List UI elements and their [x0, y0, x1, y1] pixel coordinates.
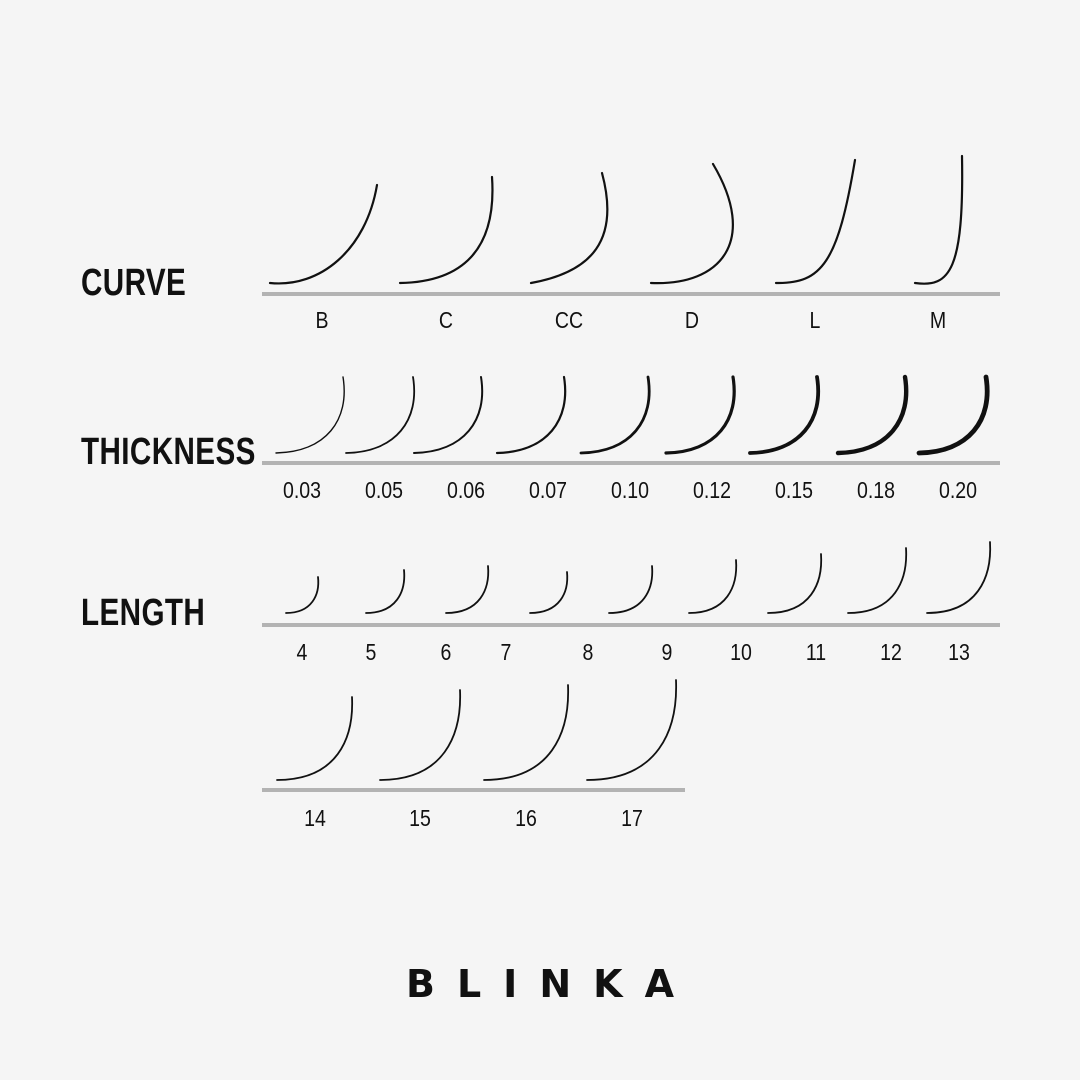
length-label: 7 — [501, 640, 512, 666]
length-lash — [365, 569, 406, 614]
thickness-label: 0.05 — [365, 478, 403, 504]
length-label: 17 — [621, 806, 643, 832]
length-label: 4 — [297, 640, 308, 666]
length-label: 14 — [304, 806, 326, 832]
length-label: 10 — [730, 640, 752, 666]
length-lash — [608, 565, 654, 614]
curve-lash-L — [774, 158, 857, 285]
thickness-lash-0.03 — [275, 376, 345, 454]
length-label: 5 — [366, 640, 377, 666]
length-label: 15 — [409, 806, 431, 832]
curve-lash-D — [649, 162, 734, 285]
thickness-label: 0.07 — [529, 478, 567, 504]
blinka-logo: BLINKA — [406, 962, 696, 1006]
length-lash — [926, 541, 992, 614]
length-label: 8 — [583, 640, 594, 666]
curve-label: CC — [555, 308, 583, 334]
curve-label: M — [930, 308, 946, 334]
length-lash — [285, 576, 320, 614]
length-label: 13 — [948, 640, 970, 666]
length-lash — [379, 689, 461, 781]
length-label: 9 — [662, 640, 673, 666]
thickness-lash-0.10 — [579, 375, 651, 455]
length-label: 6 — [441, 640, 452, 666]
thickness-heading: THICKNESS — [81, 431, 256, 473]
length-lash — [767, 553, 823, 614]
curve-lash-M — [913, 154, 964, 285]
length-label: 12 — [880, 640, 902, 666]
curve-lash-B — [268, 183, 379, 285]
curve-heading: CURVE — [81, 262, 187, 304]
thickness-label: 0.06 — [447, 478, 485, 504]
thickness-label: 0.20 — [939, 478, 977, 504]
curve-lash-C — [398, 175, 494, 285]
length-label: 11 — [806, 640, 826, 666]
length-lash — [445, 565, 490, 614]
length-lash — [276, 696, 354, 781]
length-heading: LENGTH — [81, 592, 206, 634]
thickness-lash-0.06 — [413, 376, 484, 454]
thickness-label: 0.03 — [283, 478, 321, 504]
length-lash — [688, 559, 738, 614]
length-lash — [586, 679, 677, 781]
length-lash — [847, 547, 908, 614]
curve-label: L — [810, 308, 821, 334]
length-lash — [529, 571, 569, 614]
length-lash — [483, 684, 569, 781]
length-label: 16 — [515, 806, 537, 832]
thickness-lash-0.12 — [664, 375, 736, 455]
thickness-lash-0.18 — [835, 374, 909, 456]
curve-label: B — [315, 308, 328, 334]
thickness-lash-0.05 — [345, 376, 416, 454]
thickness-label: 0.10 — [611, 478, 649, 504]
thickness-lash-0.15 — [748, 375, 821, 455]
thickness-lash-0.20 — [916, 374, 990, 456]
curve-label: C — [439, 308, 453, 334]
thickness-label: 0.15 — [775, 478, 813, 504]
curve-lash-CC — [529, 171, 609, 285]
curve-label: D — [685, 308, 699, 334]
thickness-lash-0.07 — [495, 375, 567, 455]
thickness-label: 0.12 — [693, 478, 731, 504]
thickness-label: 0.18 — [857, 478, 895, 504]
